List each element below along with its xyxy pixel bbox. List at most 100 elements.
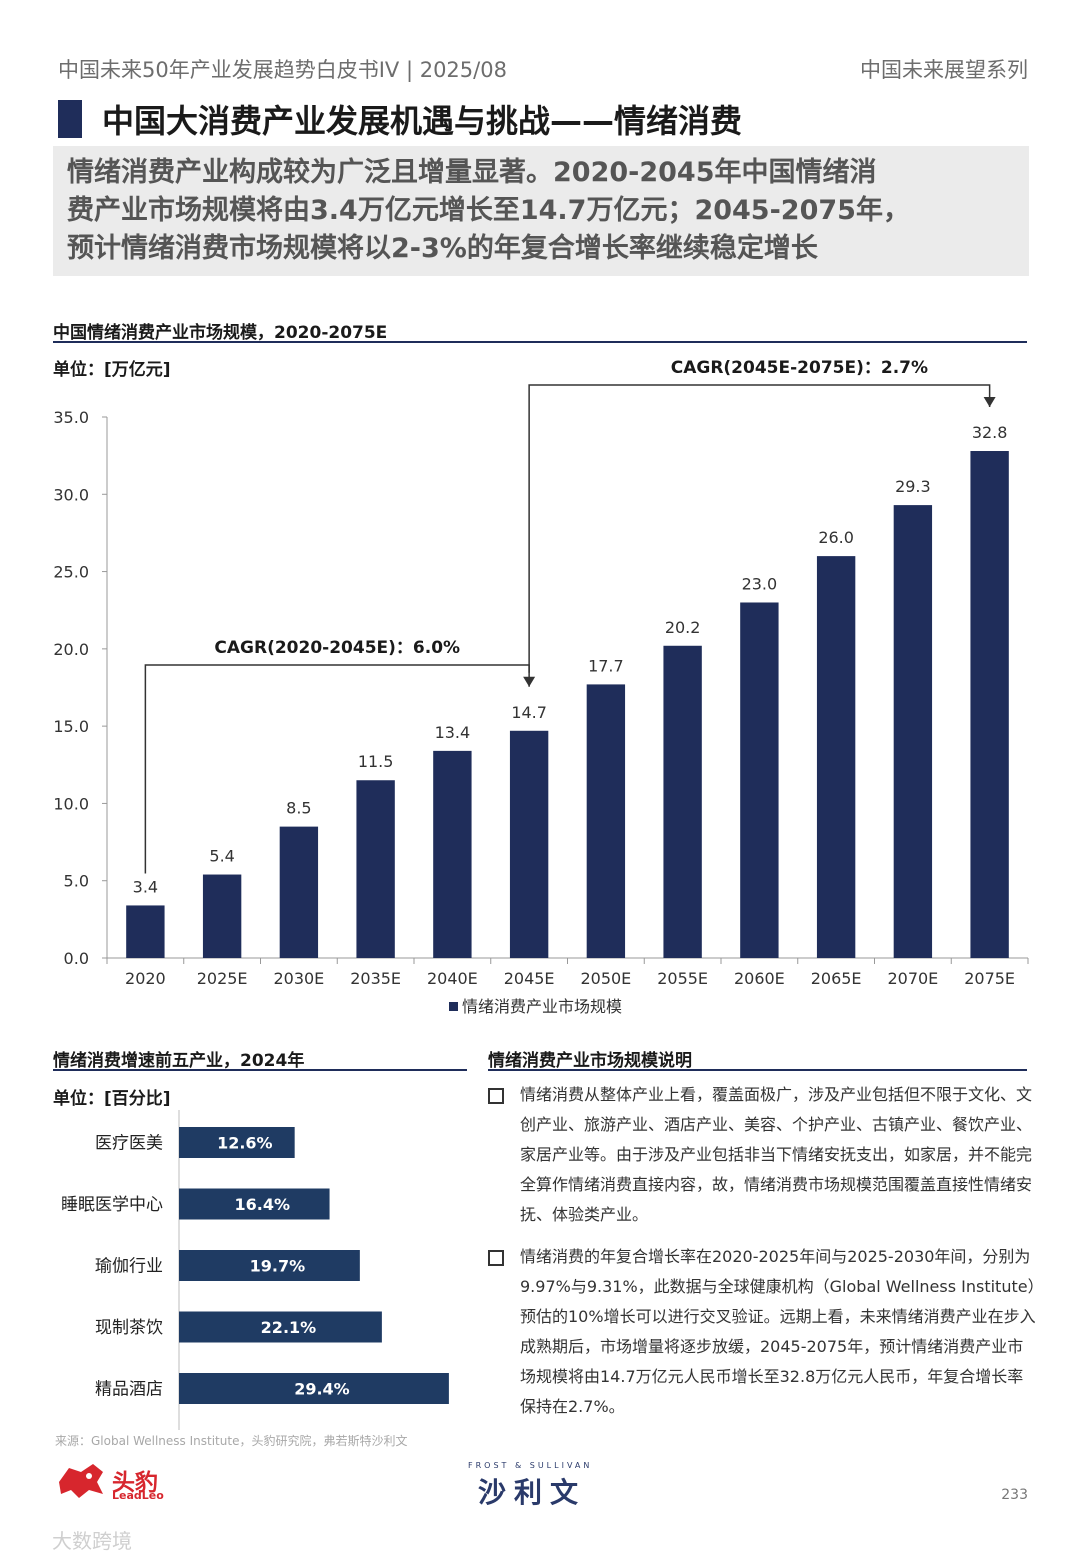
fs-logo-top: FROST & SULLIVAN xyxy=(468,1461,593,1470)
data-label: 5.4 xyxy=(209,847,234,866)
y-tick-label: 35.0 xyxy=(53,408,89,427)
x-tick-label: 2025E xyxy=(197,969,248,988)
chart-bar xyxy=(816,556,856,958)
x-tick-label: 2030E xyxy=(273,969,324,988)
y-tick-label: 20.0 xyxy=(53,640,89,659)
cagr-bracket-line xyxy=(528,384,991,673)
chart-bar xyxy=(202,874,242,958)
hbar xyxy=(179,1250,360,1281)
checkbox-bullet-icon xyxy=(488,1250,504,1266)
chart-bar xyxy=(740,602,779,958)
source-note: 来源：Global Wellness Institute，头豹研究院，弗若斯特沙… xyxy=(55,1434,408,1448)
hbar-value-label: 22.1% xyxy=(261,1318,317,1337)
x-tick-label: 2045E xyxy=(504,969,555,988)
page-title: 中国大消费产业发展机遇与挑战——情绪消费 xyxy=(102,102,743,140)
x-tick-label: 2040E xyxy=(427,969,478,988)
cagr-label: CAGR(2045E-2075E)：2.7% xyxy=(671,358,928,378)
notes-rule xyxy=(488,1069,1027,1071)
data-label: 13.4 xyxy=(435,723,471,742)
leadleo-logo-icon xyxy=(59,1464,103,1498)
checkbox-bullet-icon xyxy=(488,1088,504,1104)
hbar-category-label: 现制茶饮 xyxy=(95,1318,163,1338)
data-label: 32.8 xyxy=(972,423,1008,442)
summary-line-1: 情绪消费产业构成较为广泛且增量显著。2020-2045年中国情绪消 xyxy=(67,157,877,188)
y-tick-label: 15.0 xyxy=(53,717,89,736)
notes-item-text: 情绪消费的年复合增长率在2020-2025年间与2025-2030年间，分别为9… xyxy=(520,1247,1036,1416)
hbar-category-label: 睡眠医学中心 xyxy=(61,1195,163,1215)
main-chart-rule xyxy=(53,341,1027,343)
cagr-label: CAGR(2020-2045E)：6.0% xyxy=(214,638,460,658)
data-label: 23.0 xyxy=(742,574,778,593)
main-bar-chart: 0.0 5.0 10.0 15.0 20.0 25.0 30.0 35.0 3.4 2020 5.4… xyxy=(53,358,1029,1016)
data-label: 8.5 xyxy=(286,799,311,818)
hbar xyxy=(179,1311,382,1343)
y-tick-label: 30.0 xyxy=(53,485,89,504)
header-right: 中国未来展望系列 xyxy=(860,58,1028,82)
data-label: 17.7 xyxy=(588,656,624,675)
summary-line-2: 费产业市场规模将由3.4万亿元增长至14.7万亿元；2045-2075年， xyxy=(67,195,910,226)
arrow-down-icon xyxy=(983,397,996,408)
notes-list: 情绪消费从整体产业上看，覆盖面极广，涉及产业包括但不限于文化、文创产业、旅游产业… xyxy=(488,1080,1036,1434)
hbar-category-label: 医疗医美 xyxy=(95,1134,163,1154)
growth-chart-rule xyxy=(53,1069,467,1071)
x-tick-label: 2020 xyxy=(125,969,166,988)
hbar xyxy=(179,1188,330,1220)
chart-bar xyxy=(126,905,165,958)
chart-bar xyxy=(970,451,1009,958)
y-tick-label: 0.0 xyxy=(64,949,89,968)
chart-bar xyxy=(356,780,395,958)
chart-bar xyxy=(279,826,319,958)
summary-box: 情绪消费产业构成较为广泛且增量显著。2020-2045年中国情绪消 费产业市场规… xyxy=(53,146,1029,276)
x-tick-label: 2055E xyxy=(657,969,708,988)
cagr-bracket-line xyxy=(144,664,530,874)
growth-bar-chart: 12.6% 医疗医美 16.4% 睡眠医学中心 19.7% 瑜伽行业 22.1% 现制茶饮 29… xyxy=(61,1110,449,1430)
arrow-down-icon xyxy=(523,676,536,687)
x-tick-label: 2035E xyxy=(350,969,401,988)
data-label: 26.0 xyxy=(818,528,854,547)
chart-bar xyxy=(663,645,702,958)
hbar-value-label: 16.4% xyxy=(235,1195,291,1214)
leadleo-logo-en: LeadLeo xyxy=(112,1489,164,1502)
chart-bar xyxy=(586,684,626,958)
hbar-category-label: 瑜伽行业 xyxy=(95,1257,163,1277)
growth-chart-title: 情绪消费增速前五产业，2024年 xyxy=(53,1051,305,1071)
leadleo-logo-cn: 头豹 xyxy=(112,1470,158,1496)
summary-line-3: 预计情绪消费市场规模将以2-3%的年复合增长率继续稳定增长 xyxy=(67,233,818,264)
x-tick-label: 2060E xyxy=(734,969,785,988)
y-tick-label: 5.0 xyxy=(64,872,89,891)
data-label: 20.2 xyxy=(665,618,701,637)
hbar-category-label: 精品酒店 xyxy=(95,1380,163,1400)
x-tick-label: 2070E xyxy=(887,969,938,988)
x-tick-label: 2075E xyxy=(964,969,1015,988)
page-number: 233 xyxy=(1001,1487,1028,1503)
main-chart-title: 中国情绪消费产业市场规模，2020-2075E xyxy=(53,323,388,343)
chart-bar xyxy=(893,505,933,958)
hbar-value-label: 19.7% xyxy=(250,1257,306,1276)
title-accent-bar xyxy=(58,100,82,138)
data-label: 11.5 xyxy=(358,752,394,771)
data-label: 14.7 xyxy=(511,703,547,722)
hbar xyxy=(179,1127,295,1158)
y-tick-label: 10.0 xyxy=(53,794,89,813)
watermark: 大数跨境 xyxy=(52,1529,132,1553)
header-left: 中国未来50年产业发展趋势白皮书IV | 2025/08 xyxy=(58,58,507,82)
hbar xyxy=(179,1373,449,1404)
hbar-value-label: 12.6% xyxy=(217,1134,273,1153)
chart-bar xyxy=(509,730,549,958)
notes-item: 情绪消费的年复合增长率在2020-2025年间与2025-2030年间，分别为9… xyxy=(488,1242,1036,1422)
fs-logo-main: 沙利文 xyxy=(478,1476,587,1509)
main-chart-unit: 单位：[万亿元] xyxy=(53,360,171,380)
legend-swatch xyxy=(449,1002,458,1011)
x-tick-label: 2065E xyxy=(811,969,862,988)
data-label: 3.4 xyxy=(133,877,158,896)
notes-item: 情绪消费从整体产业上看，覆盖面极广，涉及产业包括但不限于文化、文创产业、旅游产业… xyxy=(488,1080,1036,1230)
x-tick-label: 2050E xyxy=(580,969,631,988)
chart-bar xyxy=(433,750,472,958)
notes-item-text: 情绪消费从整体产业上看，覆盖面极广，涉及产业包括但不限于文化、文创产业、旅游产业… xyxy=(520,1085,1033,1224)
notes-title: 情绪消费产业市场规模说明 xyxy=(488,1051,692,1071)
y-tick-label: 25.0 xyxy=(53,563,89,582)
hbar-value-label: 29.4% xyxy=(294,1380,350,1399)
data-label: 29.3 xyxy=(895,477,931,496)
legend-label: 情绪消费产业市场规模 xyxy=(462,997,622,1016)
growth-chart-unit: 单位：[百分比] xyxy=(53,1089,171,1109)
